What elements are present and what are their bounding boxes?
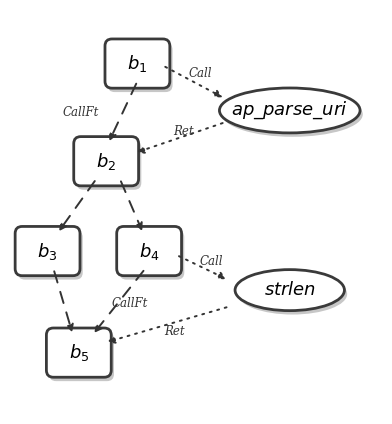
Text: $b_3$: $b_3$ <box>37 240 58 262</box>
FancyBboxPatch shape <box>76 140 141 190</box>
Text: $b_5$: $b_5$ <box>69 342 89 363</box>
Text: $ap\_parse\_uri$: $ap\_parse\_uri$ <box>232 100 348 121</box>
FancyBboxPatch shape <box>105 39 170 88</box>
Ellipse shape <box>235 270 345 311</box>
Text: Ret: Ret <box>173 126 194 138</box>
Text: Call: Call <box>199 255 223 268</box>
Ellipse shape <box>222 92 363 137</box>
FancyBboxPatch shape <box>49 332 114 381</box>
Ellipse shape <box>238 273 347 315</box>
Text: $b_1$: $b_1$ <box>127 53 147 74</box>
FancyBboxPatch shape <box>108 43 172 92</box>
Ellipse shape <box>220 88 360 133</box>
Text: $b_2$: $b_2$ <box>96 151 116 172</box>
FancyBboxPatch shape <box>46 328 111 377</box>
FancyBboxPatch shape <box>120 230 184 279</box>
Text: $b_4$: $b_4$ <box>139 240 160 262</box>
Text: $strlen$: $strlen$ <box>264 281 316 299</box>
Text: CallFt: CallFt <box>111 297 148 310</box>
Text: Call: Call <box>188 67 212 80</box>
FancyBboxPatch shape <box>74 137 139 186</box>
FancyBboxPatch shape <box>18 230 83 279</box>
FancyBboxPatch shape <box>15 226 80 276</box>
Text: CallFt: CallFt <box>63 106 99 119</box>
FancyBboxPatch shape <box>117 226 181 276</box>
Text: Ret: Ret <box>164 325 185 338</box>
